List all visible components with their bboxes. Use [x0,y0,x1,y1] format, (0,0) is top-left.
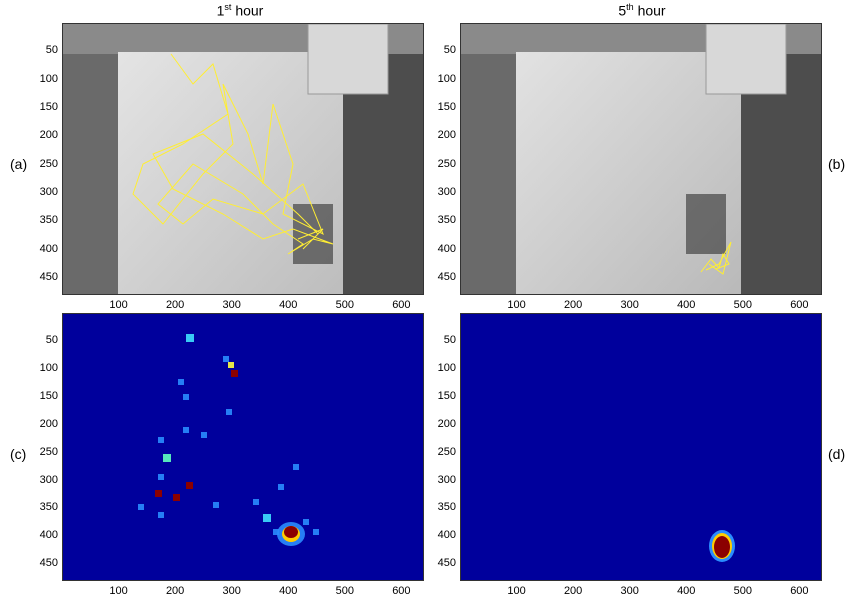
panel-b-y-tick: 200 [437,129,456,142]
title-1st-hour: 1st hour [216,2,264,19]
panel-b-y-tick: 450 [437,271,456,283]
panel-b-svg [461,24,821,294]
panel-c-y-tick: 400 [39,529,58,542]
panel-b-x-tick: 300 [620,299,639,311]
panel-d-x-tick: 600 [790,585,809,597]
panel-b-y-tick: 300 [437,186,456,198]
panel-a-x-tick: 600 [392,299,411,311]
panel-d-y-tick: 250 [437,445,456,458]
panel-a-y-tick: 350 [39,214,58,227]
panel-d-y-tick: 150 [437,389,456,402]
panel-b-y-tick: 250 [437,157,456,170]
panel-b-y-tick: 400 [437,242,456,255]
title-5th-hour: 5th hour [618,2,666,19]
panel-b-x-tick: 400 [677,299,696,311]
panel-c-y-tick: 100 [39,361,58,374]
panel-a-y-tick: 50 [45,44,58,57]
panel-d-svg [461,314,821,580]
panel-a-svg [63,24,423,294]
panel-b-x-tick: 200 [563,299,583,311]
panel-c-y-tick: 250 [39,445,58,458]
panel-d-y-tick: 50 [443,333,456,346]
panel-a-y-tick: 200 [39,129,58,142]
panel-c-y-tick: 300 [39,473,58,486]
panel-d-x-tick: 400 [677,585,696,597]
panel-c-heatmap [62,313,424,581]
panel-c-x-tick: 300 [222,585,241,597]
panel-d-x-tick: 500 [733,585,752,597]
panel-c-y-tick: 200 [39,417,58,430]
panel-b-x-tick: 600 [790,299,809,311]
panel-b-y-tick: 150 [437,101,456,113]
panel-a-x-tick: 100 [109,299,128,311]
panel-d-x-tick: 100 [507,585,526,597]
panel-a-y-tick: 450 [39,271,58,283]
panel-c-y-tick: 350 [39,501,58,514]
panel-a-x-tick: 400 [279,299,298,311]
panel-b-y-tick: 100 [437,72,456,85]
panel-d-y-tick: 200 [437,417,456,430]
panel-c-x-tick: 400 [279,585,298,597]
panel-label-c: (c) [10,446,27,462]
panel-a-x-tick: 300 [222,299,241,311]
panel-b-y-tick: 50 [443,44,456,57]
panel-c-y-tick: 450 [39,557,58,570]
panel-d-y-tick: 400 [437,529,456,542]
panel-c-x-tick: 500 [335,585,354,597]
panel-d-y-tick: 450 [437,557,456,570]
panel-a-x-tick: 500 [335,299,354,311]
panel-c-x-tick: 200 [165,585,185,597]
panel-label-d: (d) [828,446,846,462]
panel-a-y-tick: 400 [39,242,58,255]
panel-c-y-tick: 50 [45,333,58,346]
trajectory-1st-hour [132,53,334,255]
trajectory-5th-hour [700,241,732,275]
panel-label-a: (a) [10,156,28,172]
panel-d-y-tick: 350 [437,501,456,514]
panel-label-b: (b) [828,156,846,172]
panel-a-y-tick: 300 [39,186,58,198]
panel-d-x-tick: 200 [563,585,583,597]
panel-a-camera-trajectory [62,23,424,295]
panel-a-x-tick: 200 [165,299,185,311]
panel-c-x-tick: 600 [392,585,411,597]
panel-d-y-tick: 300 [437,473,456,486]
panel-b-x-tick: 500 [733,299,752,311]
panel-d-x-tick: 300 [620,585,639,597]
panel-a-y-tick: 150 [39,101,58,113]
panel-c-svg [63,314,423,580]
panel-b-camera-trajectory [460,23,822,295]
panel-c-y-tick: 150 [39,389,58,402]
panel-a-y-tick: 250 [39,157,58,170]
panel-a-y-tick: 100 [39,72,58,85]
panel-b-y-tick: 350 [437,214,456,227]
panel-c-x-tick: 100 [109,585,128,597]
panel-d-y-tick: 100 [437,361,456,374]
panel-d-heatmap [460,313,822,581]
panel-b-x-tick: 100 [507,299,526,311]
